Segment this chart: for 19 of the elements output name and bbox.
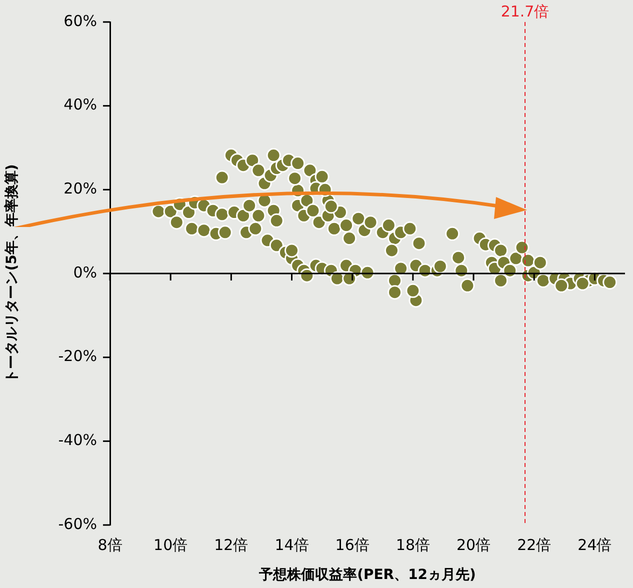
x-tick-label: 24倍: [578, 536, 612, 554]
x-axis-title: 予想株価収益率(PER、12ヵ月先): [258, 566, 476, 584]
x-tick-label: 10倍: [154, 536, 188, 554]
y-tick-label: 20%: [64, 180, 97, 198]
x-tick-label: 22倍: [517, 536, 552, 554]
y-tick-label: 40%: [64, 96, 97, 114]
x-tick-label: 18倍: [396, 536, 430, 554]
y-axis-title: トータルリターン(5年、年率換算): [3, 164, 20, 383]
x-tick-label: 16倍: [335, 536, 370, 554]
ref-line-label: 21.7倍: [500, 2, 550, 20]
y-tick-label: -60%: [58, 514, 97, 533]
y-tick-label: 60%: [64, 12, 97, 30]
y-tick-label: -20%: [58, 347, 97, 366]
x-tick-label: 12倍: [214, 536, 248, 554]
y-tick-label: 0%: [73, 263, 97, 282]
x-tick-label: 14倍: [274, 536, 309, 554]
x-tick-label: 20倍: [456, 536, 491, 554]
x-tick-label: 8倍: [98, 536, 122, 554]
y-tick-label: -40%: [58, 431, 97, 450]
